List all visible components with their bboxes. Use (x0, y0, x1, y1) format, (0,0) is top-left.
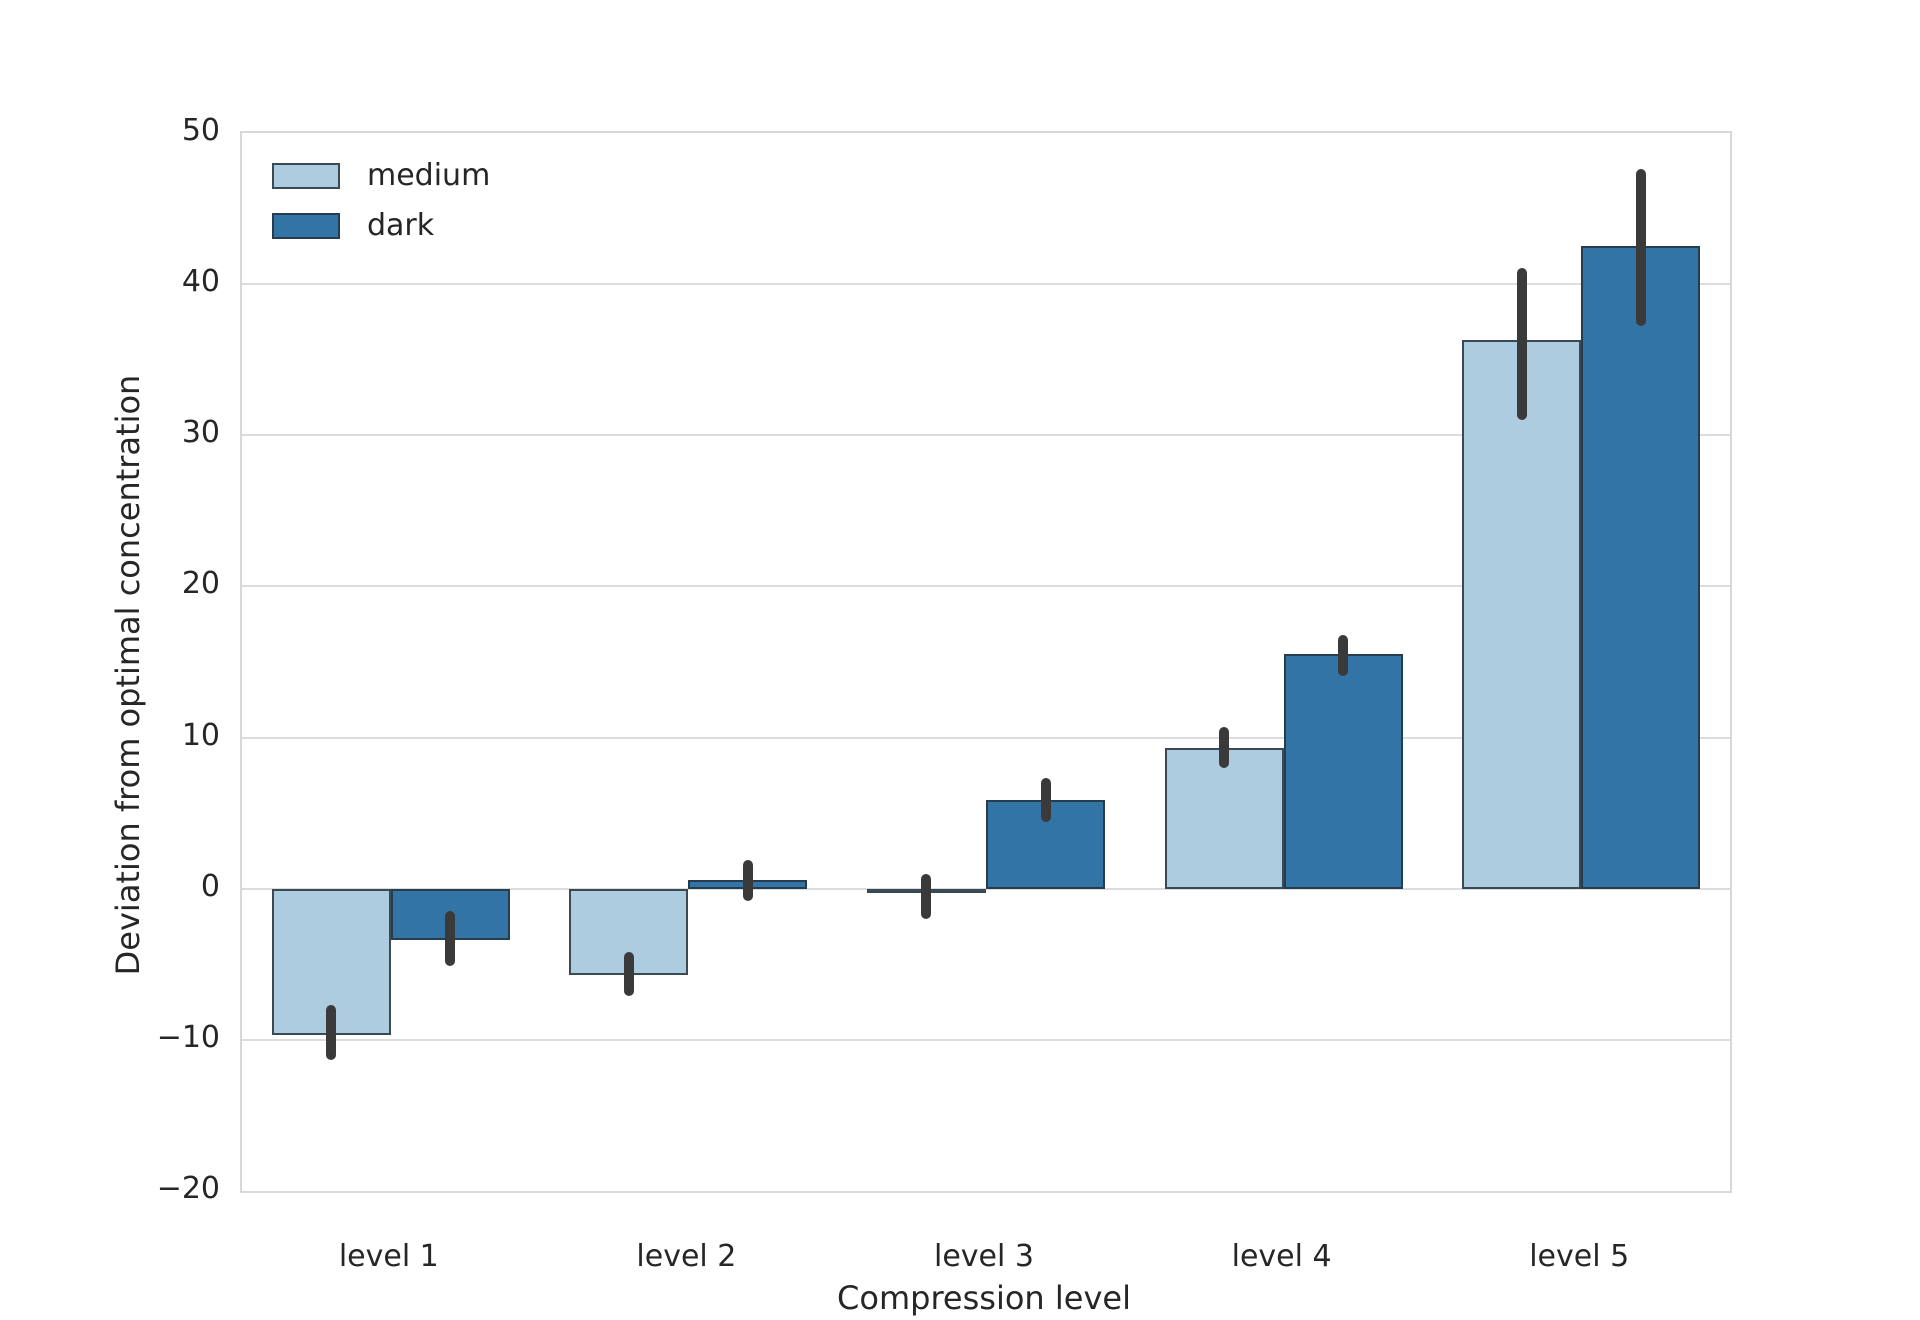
x-tick-label-4: level 4 (1231, 1239, 1332, 1274)
gridline-y-30 (242, 434, 1730, 437)
gridline-y-40 (242, 283, 1730, 286)
x-tick-label-1: level 1 (338, 1239, 439, 1274)
bar-dark-level-4 (1283, 654, 1403, 889)
y-tick-label-10: 10 (181, 717, 220, 753)
x-tick-label-2: level 2 (636, 1239, 737, 1274)
gridline-y-10 (242, 736, 1730, 739)
errorbar-dark-level-5 (1635, 169, 1646, 327)
y-tick-label-0: 0 (200, 868, 220, 904)
bar-medium-level-5 (1462, 340, 1582, 889)
plot-area: medium dark (240, 131, 1732, 1193)
legend-label-medium: medium (367, 158, 491, 193)
legend-swatch-medium (272, 163, 340, 189)
errorbar-medium-level-4 (1219, 726, 1230, 768)
y-tick-label-50: 50 (181, 113, 220, 148)
y-tick-label-30: 30 (181, 415, 220, 451)
errorbar-medium-level-5 (1516, 267, 1527, 421)
y-tick-label-20: 20 (181, 566, 220, 602)
errorbar-medium-level-2 (623, 952, 634, 997)
bar-dark-level-5 (1581, 246, 1701, 889)
legend-label-dark: dark (367, 208, 435, 243)
y-tick-label-40: 40 (181, 264, 220, 300)
legend-item-medium: medium (272, 161, 490, 191)
errorbar-dark-level-2 (742, 859, 753, 901)
gridline-y--10 (242, 1038, 1730, 1041)
legend: medium dark (272, 161, 490, 261)
x-tick-label-5: level 5 (1529, 1239, 1630, 1274)
x-axis-label: Compression level (837, 1279, 1131, 1317)
bar-medium-level-4 (1164, 748, 1284, 889)
y-axis-label: Deviation from optimal concentration (109, 374, 147, 976)
y-tick-label--20: −20 (156, 1171, 220, 1206)
gridline-y-0 (242, 887, 1730, 890)
errorbar-medium-level-1 (326, 1005, 337, 1060)
legend-swatch-dark (272, 213, 340, 239)
x-tick-label-3: level 3 (934, 1239, 1034, 1274)
y-tick-label--10: −10 (156, 1019, 220, 1055)
legend-item-dark: dark (272, 211, 490, 241)
errorbar-dark-level-3 (1040, 778, 1051, 823)
gridline-y-20 (242, 585, 1730, 588)
errorbar-dark-level-1 (445, 911, 456, 966)
errorbar-dark-level-4 (1338, 634, 1349, 676)
errorbar-medium-level-3 (921, 873, 932, 919)
